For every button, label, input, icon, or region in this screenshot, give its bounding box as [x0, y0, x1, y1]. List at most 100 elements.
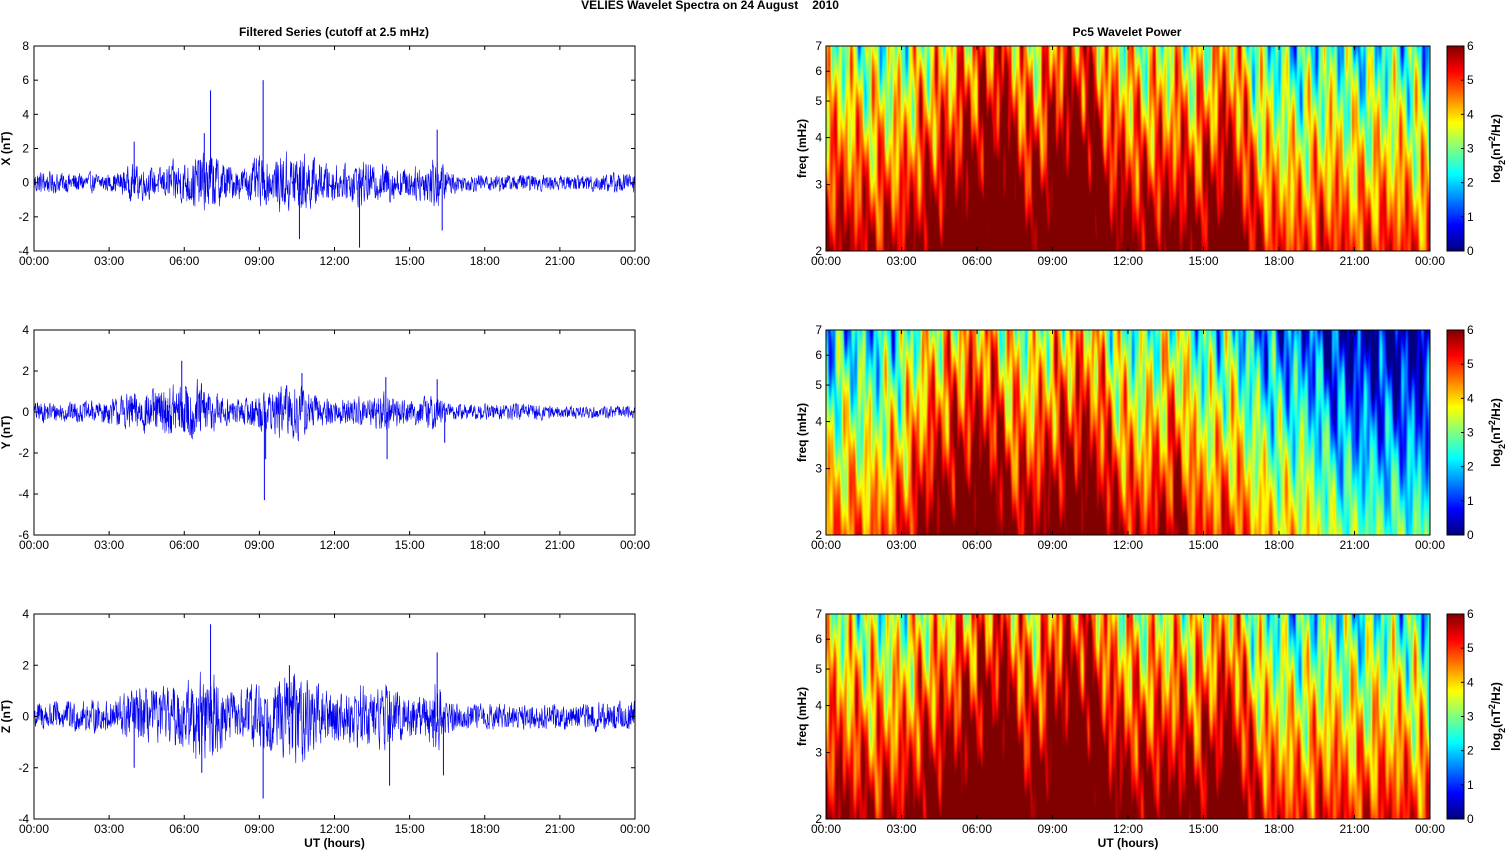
- x-tick-label: 06:00: [962, 538, 992, 552]
- freq-tick-label: 7: [815, 607, 822, 621]
- x-tick-label: 00:00: [620, 822, 650, 836]
- x-tick-label: 18:00: [1264, 822, 1294, 836]
- y-tick-label: 0: [22, 176, 29, 190]
- signal-trace: [33, 151, 636, 213]
- colorbar-tick-label: 4: [1467, 391, 1474, 405]
- freq-tick-label: 4: [815, 131, 822, 145]
- colorbar-label-part: /Hz): [1489, 114, 1503, 136]
- y-tick-label: -6: [18, 528, 29, 542]
- x-tick-label: 12:00: [1113, 538, 1143, 552]
- heatmap-panel-3: 2 3 4 5 6 7 00:00 03:00 06:00 09:00 12:00 15:00 18:0…: [795, 607, 1507, 850]
- freq-tick-label: 4: [815, 699, 822, 713]
- x-tick-label: 18:00: [1264, 254, 1294, 268]
- colorbar-tick-label: 0: [1467, 528, 1474, 542]
- colorbar-label-part: log: [1489, 165, 1503, 183]
- x-tick-label: 00:00: [1415, 254, 1445, 268]
- freq-tick-label: 7: [815, 323, 822, 337]
- colorbar-tick-label: 6: [1467, 323, 1474, 337]
- freq-tick-label: 5: [815, 94, 822, 108]
- x-tick-label: 09:00: [244, 822, 274, 836]
- y-tick-label: -2: [18, 446, 29, 460]
- colorbar-label-part: 2: [1497, 160, 1507, 165]
- x-tick-label: 09:00: [1037, 254, 1067, 268]
- wavelet-power-canvas: [826, 46, 1430, 251]
- y-tick-label: 2: [22, 658, 29, 672]
- colorbar-label-part: log: [1489, 449, 1503, 467]
- y-tick-label: -4: [18, 487, 29, 501]
- colorbar-label-part: (nT: [1489, 709, 1503, 728]
- colorbar-label-part: log: [1489, 733, 1503, 751]
- x-tick-label: 00:00: [1415, 822, 1445, 836]
- x-tick-label: 15:00: [1188, 254, 1218, 268]
- y-tick-label: 0: [22, 405, 29, 419]
- colorbar-tick-label: 0: [1467, 244, 1474, 258]
- wavelet-power-canvas: [826, 330, 1430, 535]
- y-tick-label: -4: [18, 244, 29, 258]
- x-tick-label: 15:00: [1188, 538, 1218, 552]
- right-column-title: Pc5 Wavelet Power: [1073, 25, 1182, 39]
- colorbar-tick-label: 1: [1467, 494, 1474, 508]
- x-tick-label: 09:00: [244, 538, 274, 552]
- colorbar-tick-label: 1: [1467, 210, 1474, 224]
- x-tick-label: 21:00: [1339, 822, 1369, 836]
- colorbar-label-part: (nT: [1489, 141, 1503, 160]
- freq-axis-label: freq (mHz): [795, 403, 809, 462]
- x-tick-label: 03:00: [94, 538, 124, 552]
- colorbar-tick-label: 3: [1467, 710, 1474, 724]
- x-tick-label: 03:00: [886, 538, 916, 552]
- wavelet-power-image: [826, 330, 1430, 535]
- x-tick-label: 09:00: [244, 254, 274, 268]
- freq-tick-label: 5: [815, 662, 822, 676]
- colorbar-label-part: 2: [1487, 420, 1497, 425]
- y-axis-label: Y (nT): [0, 416, 13, 450]
- colorbar-tick-label: 3: [1467, 142, 1474, 156]
- heatmap-panel-1: 2 3 4 5 6 7 00:00 03:00 06:00 09:00 12:00 15:00 18:0…: [795, 39, 1507, 268]
- x-tick-label: 15:00: [395, 538, 425, 552]
- colorbar-label-part: (nT: [1489, 425, 1503, 444]
- x-tick-label: 18:00: [1264, 538, 1294, 552]
- freq-tick-label: 6: [815, 348, 822, 362]
- colorbar-tick-label: 4: [1467, 107, 1474, 121]
- x-tick-label: 09:00: [1037, 822, 1067, 836]
- x-tick-label: 15:00: [1188, 822, 1218, 836]
- y-tick-label: -4: [18, 812, 29, 826]
- colorbar-label: log2(nT2/Hz): [1487, 682, 1507, 751]
- x-tick-label: 12:00: [1113, 822, 1143, 836]
- colorbar-tick-label: 5: [1467, 357, 1474, 371]
- x-tick-label: 15:00: [395, 822, 425, 836]
- signal-trace: [33, 378, 636, 442]
- colorbar-tick-label: 2: [1467, 744, 1474, 758]
- x-tick-label: 06:00: [169, 254, 199, 268]
- freq-tick-label: 4: [815, 415, 822, 429]
- x-tick-label: 18:00: [470, 822, 500, 836]
- x-tick-label: 06:00: [962, 254, 992, 268]
- x-axis-label: UT (hours): [1098, 836, 1159, 850]
- y-tick-label: 2: [22, 364, 29, 378]
- freq-tick-label: 7: [815, 39, 822, 53]
- y-axis-label: Z (nT): [0, 700, 13, 733]
- y-axis-label: X (nT): [0, 132, 13, 166]
- x-tick-label: 00:00: [811, 822, 841, 836]
- line-panel-3: -4 -2 0 2 4 00:00 03:00 06:00 09:00 12:00 15:00 18:…: [0, 607, 650, 850]
- colorbar-label: log2(nT2/Hz): [1487, 114, 1507, 183]
- freq-axis-label: freq (mHz): [795, 119, 809, 178]
- freq-tick-label: 3: [815, 462, 822, 476]
- x-tick-label: 03:00: [94, 822, 124, 836]
- x-tick-label: 00:00: [19, 254, 49, 268]
- colorbar-label-part: 2: [1497, 728, 1507, 733]
- colorbar-tick-label: 5: [1467, 73, 1474, 87]
- x-tick-label: 06:00: [169, 822, 199, 836]
- colorbar-label-part: /Hz): [1489, 682, 1503, 704]
- x-tick-label: 03:00: [886, 254, 916, 268]
- x-tick-label: 12:00: [319, 538, 349, 552]
- freq-tick-label: 3: [815, 746, 822, 760]
- figure-title-year: 2010: [812, 0, 839, 12]
- x-tick-label: 18:00: [470, 538, 500, 552]
- x-tick-label: 12:00: [1113, 254, 1143, 268]
- x-tick-label: 00:00: [19, 822, 49, 836]
- x-tick-label: 00:00: [811, 254, 841, 268]
- x-tick-label: 00:00: [1415, 538, 1445, 552]
- x-tick-label: 21:00: [1339, 254, 1369, 268]
- colorbar-label: log2(nT2/Hz): [1487, 398, 1507, 467]
- x-tick-label: 00:00: [811, 538, 841, 552]
